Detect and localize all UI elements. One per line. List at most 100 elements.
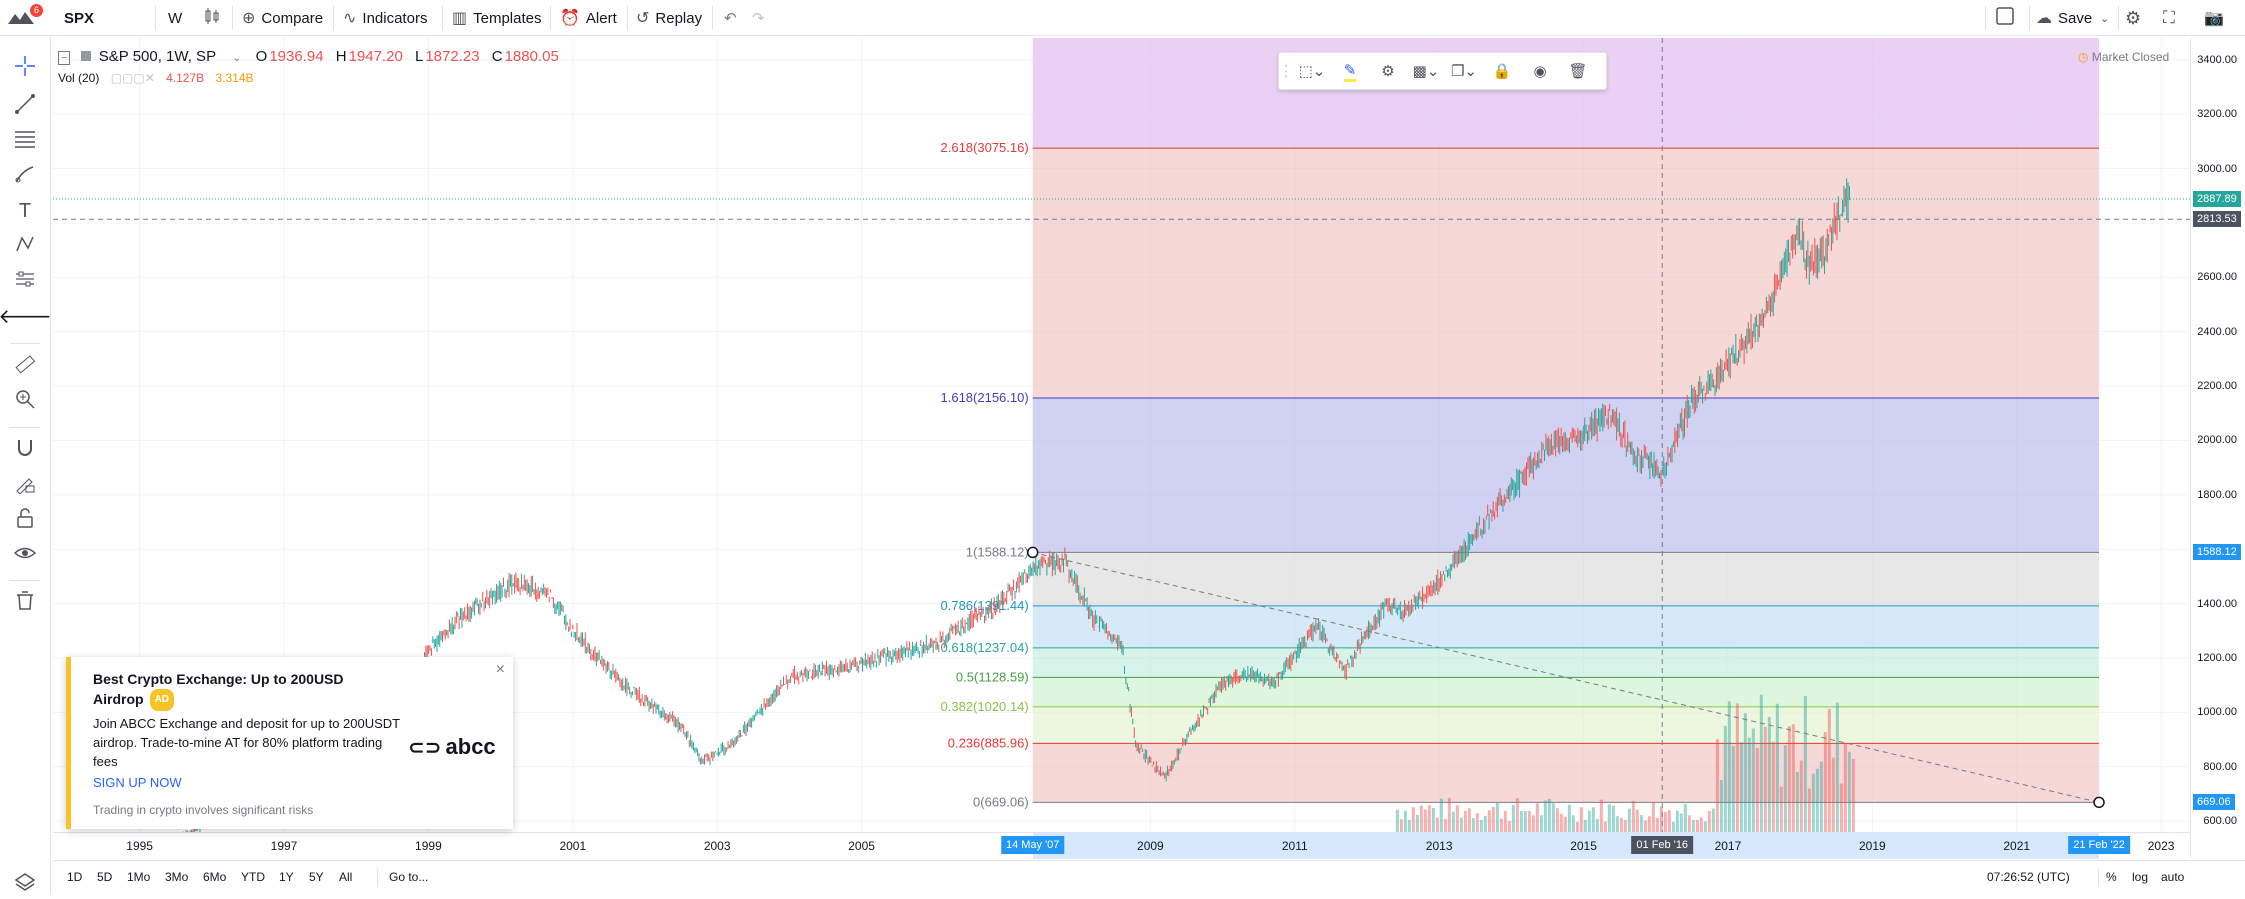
save-label: Save — [2058, 9, 2093, 27]
volume-bar — [1731, 746, 1735, 832]
logo-icon[interactable] — [6, 0, 36, 36]
clone-button[interactable]: ❐⌄ — [1445, 52, 1483, 90]
volume-bar — [1639, 815, 1643, 832]
volume-bar — [1783, 745, 1787, 832]
measure-tool[interactable] — [8, 351, 42, 381]
abcc-logo[interactable]: ⊂⊃ abcc — [408, 734, 496, 760]
save-dropdown-icon[interactable]: ⌄ — [2100, 12, 2110, 25]
save-button[interactable]: ☁ Save — [2036, 0, 2092, 36]
range-button-1d[interactable]: 1D — [67, 870, 83, 884]
volume-bar — [1463, 810, 1467, 832]
range-button-ytd[interactable]: YTD — [241, 870, 265, 884]
open-value: 1936.94 — [269, 48, 324, 65]
time-tick: 2017 — [1714, 839, 1742, 853]
range-button-all[interactable]: All — [339, 870, 353, 884]
volume-bar — [1755, 747, 1759, 832]
hide-drawings-tool[interactable] — [8, 540, 42, 570]
ad-signup-link[interactable]: SIGN UP NOW — [93, 775, 182, 790]
zoom-tool[interactable] — [8, 386, 42, 416]
template-button[interactable]: ⬚⌄ — [1293, 52, 1331, 90]
range-button-6mo[interactable]: 6Mo — [203, 870, 227, 884]
volume-title[interactable]: Vol (20) — [58, 71, 100, 85]
visibility-button[interactable]: ▩⌄ — [1407, 52, 1445, 90]
hide-drawing-button[interactable]: ◉ — [1521, 52, 1559, 90]
volume-bar — [1703, 821, 1707, 832]
delete-drawing-button[interactable]: 🗑 — [1559, 52, 1597, 90]
volume-bar — [1467, 808, 1471, 832]
settings-drawing-button[interactable]: ⚙ — [1369, 52, 1407, 90]
redo-button[interactable]: ↷ — [752, 0, 765, 36]
trendline-tool[interactable] — [8, 91, 42, 121]
range-button-3mo[interactable]: 3Mo — [165, 870, 189, 884]
snapshot-button[interactable]: 📷 — [2204, 0, 2224, 36]
stay-in-drawing-tool[interactable] — [8, 470, 42, 500]
brush-tool[interactable] — [8, 161, 42, 191]
range-button-1mo[interactable]: 1Mo — [127, 870, 151, 884]
percent-scale-toggle[interactable]: % — [2106, 870, 2117, 884]
series-title[interactable]: S&P 500, 1W, SP — [98, 48, 217, 65]
volume-bar — [1543, 800, 1547, 832]
lock-drawing-button[interactable]: 🔒 — [1483, 52, 1521, 90]
trash-icon — [14, 589, 36, 616]
goto-date-button[interactable]: Go to... — [389, 870, 429, 884]
volume-bar — [1503, 810, 1507, 832]
magnet-tool[interactable] — [8, 435, 42, 465]
log-scale-toggle[interactable]: log — [2132, 870, 2149, 884]
ad-close-button[interactable]: × — [495, 661, 505, 678]
volume-bar — [1839, 783, 1843, 832]
legend-dropdown-icon[interactable]: ⌄ — [232, 52, 242, 64]
volume-bar — [1399, 819, 1403, 832]
volume-controls-icon[interactable]: ▢▢▢✕ — [110, 71, 155, 85]
fullscreen-button[interactable]: ⛶ — [2163, 0, 2175, 36]
templates-button[interactable]: ▥ Templates — [452, 0, 542, 36]
price-axis[interactable]: 3400.003200.003000.002800.002600.002400.… — [2190, 38, 2245, 858]
replay-button[interactable]: ↺ Replay — [636, 0, 702, 36]
prediction-tool[interactable] — [8, 266, 42, 296]
drag-handle-icon[interactable]: ⋮ — [1278, 63, 1294, 80]
indicators-button[interactable]: ∿ Indicators — [343, 0, 427, 36]
compare-button[interactable]: ⊕ Compare — [242, 0, 323, 36]
remove-drawings-tool[interactable] — [8, 587, 42, 617]
volume-bar — [1599, 799, 1603, 832]
object-tree-button[interactable] — [8, 869, 42, 899]
volume-bar — [1523, 811, 1527, 832]
top-toolbar: 6 SPX W ⊕ Compare ∿ Indicators ▥ Templates … — [0, 0, 2245, 36]
notification-badge[interactable]: 6 — [30, 4, 44, 17]
fib-tool[interactable] — [8, 126, 42, 156]
chart-type-button[interactable] — [204, 0, 220, 36]
fib-zone — [1032, 706, 2100, 744]
volume-bar — [1479, 820, 1483, 832]
fib-level-label: 0(669.06) — [973, 794, 1029, 809]
fib-level-label: 2.618(3075.16) — [941, 140, 1029, 155]
range-button-5d[interactable]: 5D — [97, 870, 113, 884]
layout-button[interactable] — [1996, 0, 2014, 36]
volume-bar — [1691, 820, 1695, 832]
volume-bar — [1831, 757, 1835, 832]
plus-circle-icon: ⊕ — [242, 10, 256, 27]
range-button-5y[interactable]: 5Y — [309, 870, 324, 884]
undo-button[interactable]: ↶ — [724, 0, 737, 36]
brush-icon — [14, 163, 36, 190]
auto-scale-toggle[interactable]: auto — [2161, 870, 2185, 884]
symbol-search[interactable]: SPX — [64, 9, 95, 27]
back-tool[interactable]: 🡐 — [0, 301, 52, 331]
high-value: 1947.20 — [348, 48, 403, 65]
pattern-tool[interactable] — [8, 231, 42, 261]
close-label: C — [491, 48, 503, 65]
price-tick: 1400.00 — [2197, 597, 2237, 610]
color-button[interactable]: ✎ — [1331, 52, 1369, 90]
fib-level-label: 1.618(2156.10) — [941, 390, 1029, 405]
range-button-1y[interactable]: 1Y — [279, 870, 294, 884]
crosshair-tool[interactable] — [8, 53, 42, 83]
volume-bar — [1791, 724, 1795, 832]
settings-button[interactable]: ⚙ — [2125, 0, 2141, 36]
alert-button[interactable]: ⏰ Alert — [560, 0, 617, 36]
volume-bar — [1443, 818, 1447, 832]
lock-drawings-tool[interactable] — [8, 505, 42, 535]
collapse-legend-icon[interactable]: − — [58, 51, 71, 65]
time-axis[interactable]: 1995 1997 1999 2001 2003 2005 2009 2011 2013 2015… — [53, 832, 2190, 859]
interval-button[interactable]: W — [168, 9, 183, 27]
timezone-clock[interactable]: 07:26:52 (UTC) — [1987, 870, 2070, 884]
copy-icon: ❐⌄ — [1450, 63, 1477, 80]
text-tool[interactable]: T — [8, 196, 42, 226]
